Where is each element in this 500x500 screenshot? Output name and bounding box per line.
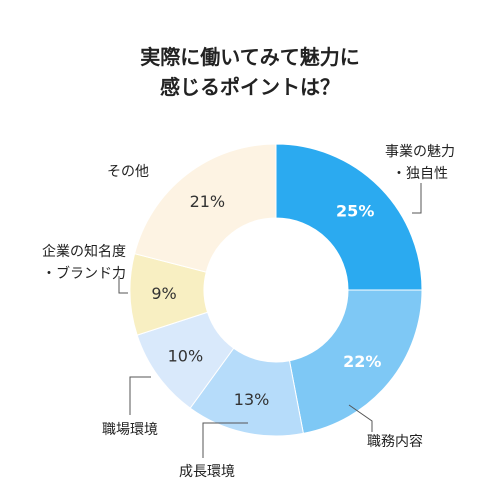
value-label-3: 13% (234, 390, 270, 409)
donut-slices (129, 143, 423, 437)
category-label-1-line-2: ・独自性 (392, 166, 448, 182)
category-label-5-line-1: 企業の知名度 (42, 243, 126, 260)
value-labels: 25% 22% 13% 10% 9% 21% (151, 192, 381, 409)
value-label-5: 9% (151, 284, 176, 303)
chart-title: 実際に働いてみて魅力に 感じるポイントは？ (0, 42, 500, 102)
donut-slice-6 (133, 143, 277, 273)
category-label-6-line-1: その他 (107, 164, 149, 180)
category-label-5-line-2: ・ブランド力 (42, 265, 126, 282)
value-label-1: 25% (336, 201, 374, 220)
category-label-1-line-1: 事業の魅力 (385, 144, 455, 160)
value-label-6: 21% (190, 192, 226, 211)
category-label-3-line-1: 成長環境 (179, 464, 235, 480)
leader-line-3 (202, 422, 248, 458)
donut-slice-2 (288, 289, 423, 434)
leader-line-4 (129, 376, 151, 415)
leader-lines (118, 183, 422, 458)
leader-line-5 (118, 276, 128, 294)
category-label-2-line-1: 職務内容 (367, 433, 423, 450)
leader-line-1 (412, 183, 422, 214)
chart-title-line-1: 実際に働いてみて魅力に (140, 45, 360, 69)
value-label-2: 22% (343, 352, 381, 371)
leader-line-2 (348, 404, 373, 432)
donut-slice-1 (275, 143, 423, 291)
chart-title-line-2: 感じるポイントは？ (160, 75, 340, 99)
category-label-4-line-1: 職場環境 (102, 422, 158, 438)
value-label-4: 10% (168, 346, 204, 365)
